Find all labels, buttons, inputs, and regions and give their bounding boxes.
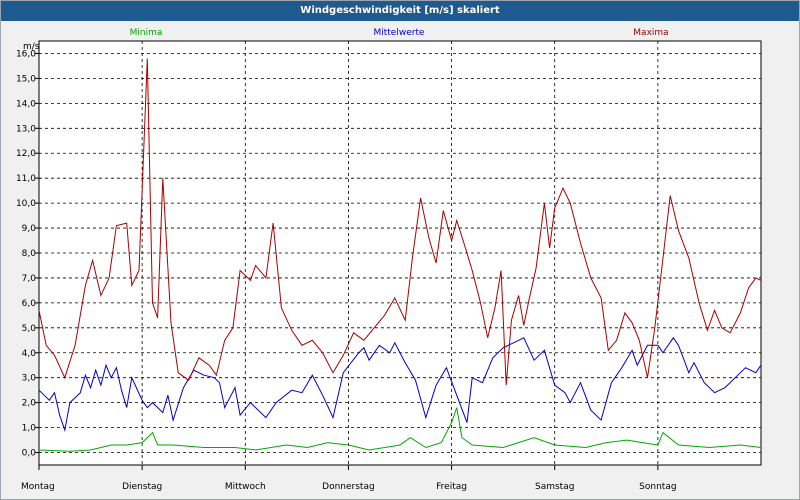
y-tick-label: 1,0 (22, 424, 37, 434)
series-line-mittelwerte (38, 336, 762, 433)
y-tick-label: 11,0 (16, 174, 36, 184)
y-tick-label: 13,0 (16, 124, 36, 134)
y-tick-label: 6,0 (22, 299, 37, 309)
x-tick-weekday: Samstag (535, 482, 574, 492)
y-tick-label: 16,0 (16, 49, 36, 59)
y-tick-label: 4,0 (22, 349, 37, 359)
grid-lines (39, 41, 761, 465)
y-tick-label: 2,0 (22, 399, 37, 409)
y-tick-label: 14,0 (16, 99, 36, 109)
y-tick-label: 7,0 (22, 274, 37, 284)
window-title: Windgeschwindigkeit [m/s] skaliert (1, 1, 799, 21)
series-line-minima (38, 407, 762, 452)
x-tick-weekday: Dienstag (122, 482, 162, 492)
y-tick-label: 15,0 (16, 74, 36, 84)
x-tick-weekday: Donnerstag (322, 482, 375, 492)
x-tick-weekday: Sonntag (639, 482, 676, 492)
wind-speed-chart: 0,0 1,0 2,0 3,0 4,0 5,0 6,0 7,0 8,0 9,0 10,0 11,0 12… (16, 28, 762, 492)
y-tick-label: 8,0 (22, 249, 37, 259)
y-tick-label: 5,0 (22, 324, 37, 334)
x-tick-weekday: Mittwoch (225, 482, 266, 492)
y-axis-unit-label: m/s (23, 42, 40, 52)
legend: Minima Mittelwerte Maxima (130, 28, 669, 38)
x-tick-weekday: Montag (21, 482, 55, 492)
legend-minima: Minima (130, 28, 163, 38)
y-tick-label: 12,0 (16, 149, 36, 159)
y-tick-label: 9,0 (22, 224, 37, 234)
series-line-maxima (38, 58, 762, 386)
x-tick-weekday: Freitag (436, 482, 467, 492)
y-tick-label: 10,0 (16, 199, 36, 209)
legend-mittelwerte: Mittelwerte (373, 28, 424, 38)
series-layer (38, 58, 762, 452)
y-tick-label: 3,0 (22, 374, 37, 384)
x-axis: Montag26.07.21Dienstag27.07.21Mittwoch28… (21, 465, 677, 492)
legend-maxima: Maxima (633, 28, 668, 38)
y-tick-label: 0,0 (22, 449, 37, 459)
y-axis: 0,0 1,0 2,0 3,0 4,0 5,0 6,0 7,0 8,0 9,0 10,0 11,0 12… (16, 49, 39, 459)
